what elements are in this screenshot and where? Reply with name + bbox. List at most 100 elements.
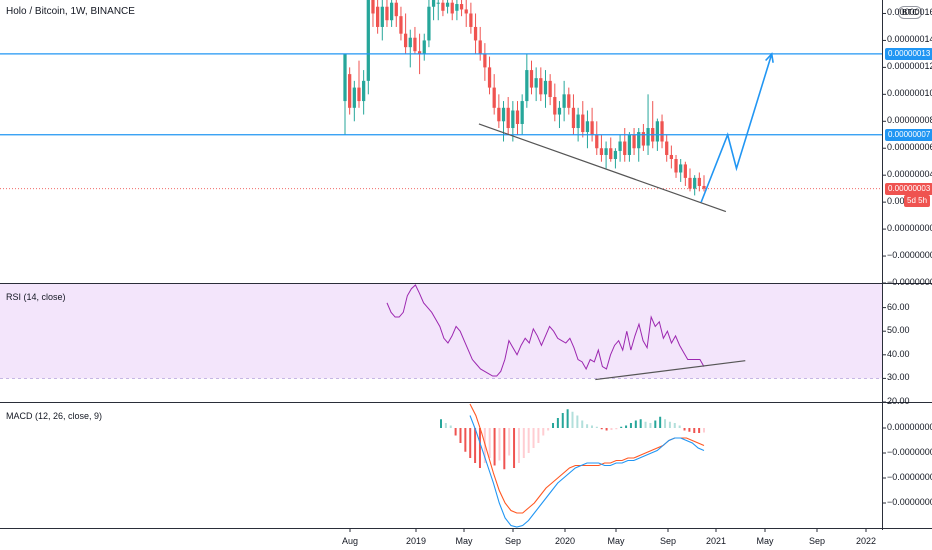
macd-histogram-bar	[595, 426, 598, 428]
macd-histogram-bar	[537, 428, 540, 443]
candle-body	[585, 121, 590, 133]
candle-body	[459, 4, 464, 10]
macd-histogram-bar	[542, 428, 545, 436]
macd-histogram-bar	[605, 428, 608, 431]
macd-histogram-bar	[556, 418, 559, 428]
candle-body	[357, 87, 361, 102]
candle-body	[623, 141, 627, 155]
candle-body	[427, 6, 431, 41]
candle-body	[646, 128, 650, 146]
time-tick-label: 2022	[856, 536, 877, 546]
candle-body	[450, 2, 454, 14]
chart-title: Holo / Bitcoin, 1W, BINANCE	[6, 6, 135, 17]
candle-body	[399, 16, 403, 34]
candle-body	[613, 150, 618, 160]
macd-histogram-bar	[488, 428, 491, 458]
price-tick-label: 0.00000016	[887, 7, 932, 18]
candle-body	[655, 121, 660, 142]
candle-body	[473, 26, 478, 41]
macd-line	[469, 415, 705, 528]
macd-histogram-bar	[693, 428, 696, 433]
macd-histogram-bar	[654, 420, 657, 428]
candle-body	[576, 114, 580, 129]
candle-body	[637, 132, 641, 149]
rsi-tick-label: 20.00	[887, 396, 910, 406]
candle-body	[431, 0, 436, 7]
horizontal-level-label: 0.00000007	[885, 128, 932, 141]
price-tick-label: 0.00000010	[887, 88, 932, 99]
candle-body	[506, 107, 510, 129]
macd-histogram-bar	[552, 423, 555, 428]
candle-body	[581, 114, 585, 133]
candle-body	[529, 70, 534, 88]
rsi-trendline	[595, 360, 746, 381]
candle-body	[618, 141, 622, 151]
candle-body	[688, 177, 692, 189]
candle-body	[641, 132, 646, 146]
macd-histogram-bar	[566, 409, 569, 428]
candle-body	[380, 6, 384, 27]
macd-histogram-bar	[576, 415, 579, 428]
macd-tick-label: −0.00000002	[887, 472, 932, 482]
macd-histogram-bar	[513, 428, 516, 468]
macd-histogram-bar	[615, 428, 618, 430]
candle-body	[408, 37, 412, 48]
time-tick-label: Aug	[341, 536, 358, 546]
candle-body	[445, 2, 450, 7]
macd-histogram-bar	[498, 428, 501, 461]
last-price-label: 0.00000003	[885, 182, 932, 195]
macd-histogram-bar	[444, 423, 447, 428]
candle-body	[362, 80, 366, 102]
candle-body	[413, 37, 417, 52]
candle-body	[497, 107, 501, 122]
macd-histogram-bar	[668, 421, 671, 428]
macd-histogram-bar	[449, 425, 452, 428]
candle-body	[595, 134, 599, 149]
price-tick-label: −0.00000004	[887, 277, 932, 287]
candle-body	[371, 0, 375, 14]
macd-histogram-bar	[581, 420, 584, 428]
price-tick-label: 0.00000012	[887, 61, 932, 72]
candle-body	[422, 40, 426, 54]
candle-body	[417, 51, 422, 54]
candle-body	[515, 110, 520, 124]
macd-histogram-bar	[532, 428, 535, 448]
candle-body	[539, 78, 543, 95]
candle-body	[599, 148, 604, 155]
macd-histogram-bar	[600, 428, 603, 430]
time-tick-label: 2021	[706, 536, 727, 546]
candle-body	[348, 74, 352, 108]
candle-body	[553, 97, 557, 115]
time-tick-label: May	[455, 536, 473, 546]
currency-badge[interactable]: BTC	[898, 6, 922, 19]
macd-tick-label: −0.00000001	[887, 447, 932, 457]
macd-title: MACD (12, 26, close, 9)	[6, 411, 103, 421]
macd-histogram-bar	[493, 428, 496, 466]
candle-body	[403, 33, 408, 48]
candle-body	[567, 94, 571, 108]
candle-body	[436, 2, 440, 4]
price-tick-label: 0.00000004	[887, 169, 932, 180]
rsi-line	[386, 284, 705, 377]
price-tick-label: 0.00000008	[887, 115, 932, 126]
countdown-label: 5d 5h	[904, 194, 931, 207]
candle-body	[501, 107, 506, 122]
macd-histogram-bar	[459, 428, 462, 443]
rsi-tick-label: 30.00	[887, 372, 910, 383]
candle-body	[492, 87, 496, 108]
candle-body	[441, 2, 445, 11]
candle-body	[669, 154, 673, 160]
candle-body	[702, 185, 706, 189]
macd-histogram-bar	[649, 423, 652, 428]
macd-histogram-bar	[644, 421, 647, 428]
candle-body	[683, 164, 687, 178]
candle-body	[455, 4, 459, 11]
macd-histogram-bar	[478, 428, 481, 468]
rsi-tick-label: 40.00	[887, 348, 910, 359]
candle-body	[665, 141, 669, 155]
candle-body	[511, 110, 515, 129]
horizontal-level-label: 0.00000013	[885, 47, 932, 60]
macd-histogram-bar	[698, 428, 701, 433]
